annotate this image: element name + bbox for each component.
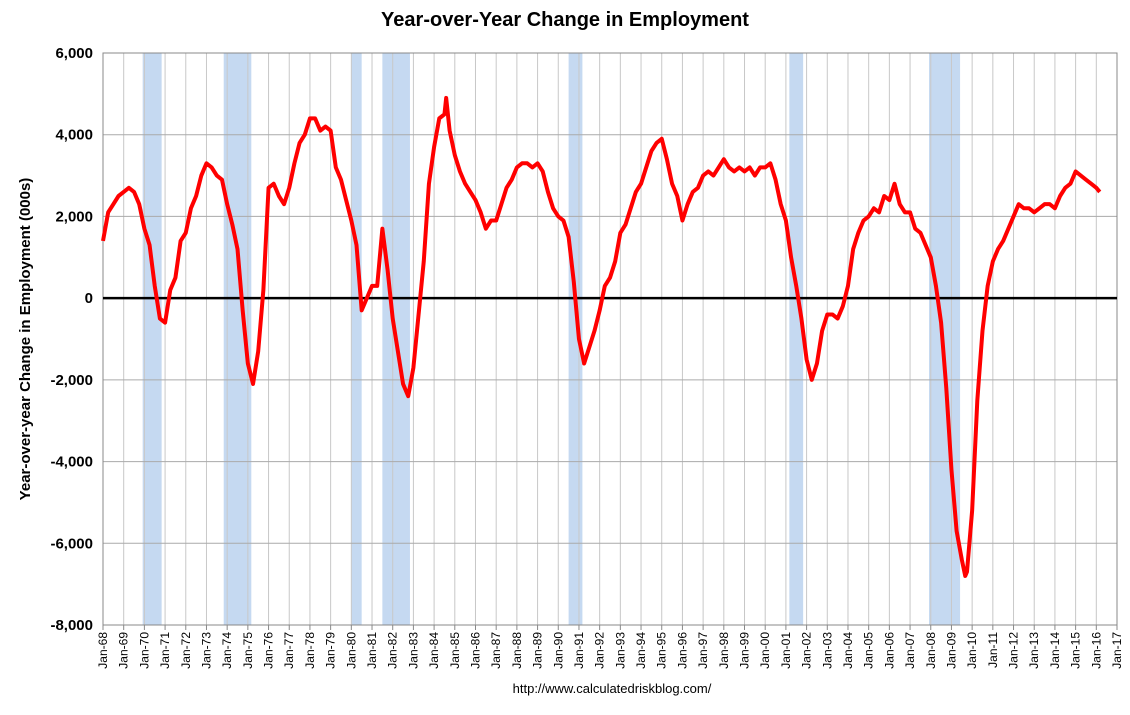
x-tick-label: Jan-15 — [1069, 632, 1083, 669]
x-tick-label: Jan-83 — [406, 632, 420, 669]
x-tick-label: Jan-70 — [137, 632, 151, 669]
y-axis-label: Year-over-year Change in Employment (000… — [17, 178, 34, 501]
x-tick-label: Jan-71 — [158, 632, 172, 669]
x-tick-label: Jan-85 — [448, 632, 462, 669]
x-tick-label: Jan-69 — [117, 632, 131, 669]
y-tick-label: -2,000 — [50, 372, 93, 389]
x-tick-label: Jan-89 — [531, 632, 545, 669]
x-tick-label: Jan-78 — [303, 632, 317, 669]
y-tick-label: 6,000 — [55, 45, 93, 62]
x-tick-label: Jan-10 — [965, 632, 979, 669]
x-tick-label: Jan-08 — [924, 632, 938, 669]
x-tick-label: Jan-88 — [510, 632, 524, 669]
recession-band — [789, 53, 804, 625]
y-tick-label: 0 — [85, 290, 93, 307]
x-tick-label: Jan-74 — [220, 632, 234, 669]
x-tick-label: Jan-73 — [199, 632, 213, 669]
x-tick-label: Jan-76 — [262, 632, 276, 669]
y-tick-label: 4,000 — [55, 127, 93, 144]
x-tick-label: Jan-86 — [468, 632, 482, 669]
x-tick-label: Jan-12 — [1007, 632, 1021, 669]
x-tick-label: Jan-79 — [324, 632, 338, 669]
x-tick-label: Jan-95 — [655, 632, 669, 669]
x-tick-label: Jan-13 — [1027, 632, 1041, 669]
x-tick-label: Jan-06 — [882, 632, 896, 669]
x-tick-label: Jan-98 — [717, 632, 731, 669]
x-tick-label: Jan-91 — [572, 632, 586, 669]
x-tick-label: Jan-14 — [1048, 632, 1062, 669]
data-line — [101, 95, 1102, 578]
y-tick-label: 2,000 — [55, 208, 93, 225]
plot-frame — [102, 52, 1118, 626]
x-tick-label: Jan-68 — [96, 632, 110, 669]
x-tick-label: Jan-97 — [696, 632, 710, 669]
chart-title: Year-over-Year Change in Employment — [381, 9, 749, 31]
x-tick-label: Jan-94 — [634, 632, 648, 669]
y-tick-label: -8,000 — [50, 617, 93, 634]
x-tick-label: Jan-01 — [779, 632, 793, 669]
recession-band — [142, 53, 162, 625]
x-tick-label: Jan-07 — [903, 632, 917, 669]
x-tick-label: Jan-87 — [489, 632, 503, 669]
x-tick-label: Jan-82 — [386, 632, 400, 669]
source: http://www.calculatedriskblog.com/ — [513, 681, 712, 696]
x-tick-label: Jan-92 — [593, 632, 607, 669]
x-tick-label: Jan-16 — [1089, 632, 1103, 669]
x-tick-label: Jan-99 — [738, 632, 752, 669]
recession-band — [929, 53, 961, 625]
x-tick-label: Jan-81 — [365, 632, 379, 669]
x-tick-label: Jan-17 — [1110, 632, 1124, 669]
x-tick-label: Jan-90 — [551, 632, 565, 669]
x-tick-label: Jan-96 — [675, 632, 689, 669]
x-tick-label: Jan-93 — [613, 632, 627, 669]
x-tick-label: Jan-03 — [820, 632, 834, 669]
x-tick-label: Jan-09 — [944, 632, 958, 669]
x-tick-label: Jan-75 — [241, 632, 255, 669]
x-tick-label: Jan-05 — [862, 632, 876, 669]
y-tick-label: -4,000 — [50, 454, 93, 471]
x-tick-label: Jan-72 — [179, 632, 193, 669]
x-tick-label: Jan-11 — [986, 632, 1000, 668]
y-tick-label: -6,000 — [50, 535, 93, 552]
x-tick-label: Jan-84 — [427, 632, 441, 669]
x-tick-label: Jan-00 — [758, 632, 772, 669]
x-tick-label: Jan-80 — [344, 632, 358, 669]
x-tick-label: Jan-02 — [800, 632, 814, 669]
x-tick-label: Jan-04 — [841, 632, 855, 669]
x-tick-label: Jan-77 — [282, 632, 296, 669]
recession-band — [351, 53, 362, 625]
